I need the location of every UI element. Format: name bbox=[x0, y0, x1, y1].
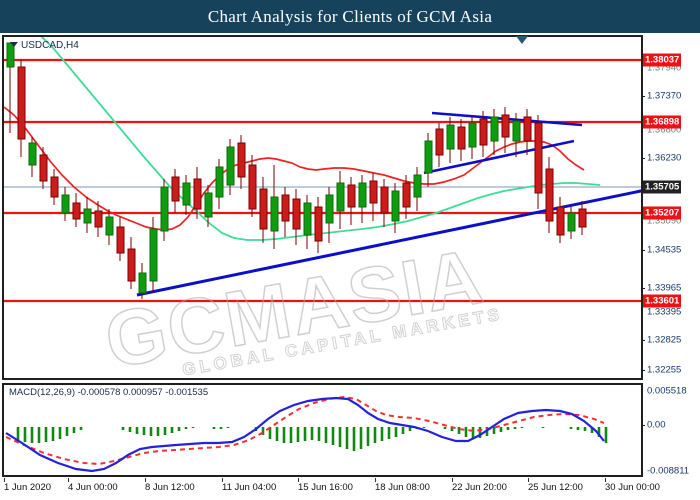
macd-axis-label: -0.008811 bbox=[647, 465, 690, 477]
macd-indicator-label: MACD(12,26,9) -0.000578 0.000957 -0.0015… bbox=[9, 387, 209, 398]
time-axis-label: 4 Jun 00:00 bbox=[68, 482, 118, 493]
macd-axis-line bbox=[641, 383, 643, 477]
macd-histogram bbox=[16, 427, 608, 451]
macd-panel[interactable]: MACD(12,26,9) -0.000578 0.000957 -0.0015… bbox=[2, 383, 696, 477]
macd-axis-label: 0.005518 bbox=[647, 385, 687, 397]
price-chart-panel[interactable]: GCMASIA GLOBAL CAPITAL MARKETS bbox=[2, 35, 696, 380]
header-banner: Chart Analysis for Clients of GCM Asia bbox=[0, 0, 700, 33]
candlestick-series bbox=[6, 42, 587, 299]
time-axis-label: 18 Jun 08:00 bbox=[375, 482, 430, 493]
ma-fast-line bbox=[4, 106, 585, 231]
time-axis-label: 22 Jun 20:00 bbox=[452, 482, 507, 493]
chevron-down-icon[interactable] bbox=[10, 41, 18, 47]
price-axis-label: 1.36230 bbox=[647, 152, 682, 164]
price-axis-line bbox=[641, 35, 643, 380]
price-axis-label: 1.34535 bbox=[647, 244, 682, 256]
time-axis-label: 11 Jun 04:00 bbox=[222, 482, 277, 493]
trendlines bbox=[136, 111, 694, 297]
price-axis-label: 1.32255 bbox=[647, 364, 682, 376]
symbol-text: USDCAD,H4 bbox=[21, 40, 79, 51]
price-plot-area[interactable]: GCMASIA GLOBAL CAPITAL MARKETS bbox=[4, 37, 694, 378]
current-price-badge: 1.35705 bbox=[643, 180, 682, 194]
macd-axis: 0.005518 0.00 -0.008811 bbox=[641, 383, 700, 477]
price-chart-svg bbox=[4, 37, 694, 303]
price-axis-label: 1.33965 bbox=[647, 282, 682, 294]
price-axis-label: 1.33395 bbox=[647, 306, 682, 318]
time-axis-label: 8 Jun 12:00 bbox=[145, 482, 195, 493]
price-axis-label: 1.37370 bbox=[647, 90, 682, 102]
price-level-badge: 1.33601 bbox=[643, 294, 682, 308]
price-axis-label: 1.36800 bbox=[647, 124, 682, 136]
price-axis-label: 1.35090 bbox=[647, 215, 682, 227]
macd-axis-label: 0.00 bbox=[647, 419, 666, 431]
time-axis-label: 30 Jun 00:00 bbox=[605, 482, 660, 493]
price-level-badge: 1.36898 bbox=[643, 115, 682, 129]
horizontal-levels bbox=[4, 58, 694, 303]
page-title: Chart Analysis for Clients of GCM Asia bbox=[207, 7, 493, 26]
chart-marker-triangle-icon bbox=[516, 36, 528, 44]
macd-line bbox=[5, 396, 605, 473]
price-axis-label: 1.37940 bbox=[647, 62, 682, 74]
price-axis-label: 1.32825 bbox=[647, 334, 682, 346]
symbol-timeframe-label[interactable]: USDCAD,H4 bbox=[10, 40, 79, 51]
time-axis: 1 Jun 2020 4 Jun 00:00 8 Jun 12:00 11 Ju… bbox=[0, 478, 700, 500]
time-axis-label: 15 Jun 16:00 bbox=[298, 482, 353, 493]
price-axis: 1.38037 1.37940 1.37370 1.36898 1.36800 … bbox=[641, 35, 700, 380]
macd-chart-svg bbox=[5, 395, 608, 473]
price-level-badge: 1.35207 bbox=[643, 206, 682, 220]
macd-signal-line bbox=[5, 395, 605, 466]
price-level-badge: 1.38037 bbox=[643, 53, 682, 67]
time-axis-label: 25 Jun 12:00 bbox=[528, 482, 583, 493]
macd-plot-area[interactable]: MACD(12,26,9) -0.000578 0.000957 -0.0015… bbox=[4, 385, 694, 475]
ma-slow-line bbox=[40, 37, 601, 241]
time-axis-label: 1 Jun 2020 bbox=[4, 482, 52, 493]
